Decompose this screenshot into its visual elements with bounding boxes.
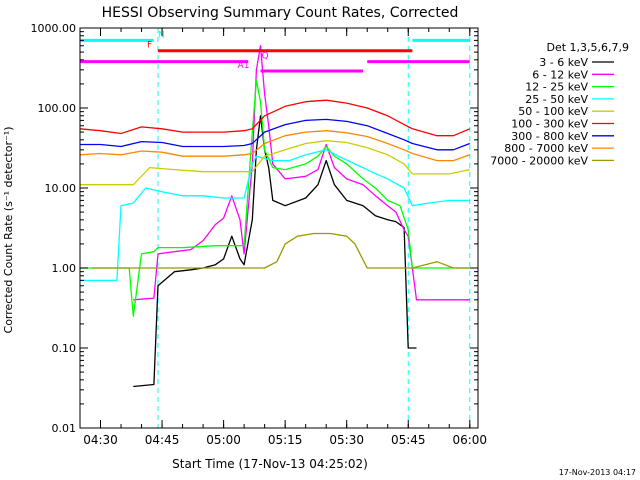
series-line-7 [80, 118, 471, 151]
flag-label-f: F [147, 41, 152, 51]
plot-frame [79, 27, 479, 429]
legend-label-3: 12 - 25 keV [525, 81, 588, 94]
legend-label-6: 100 - 300 keV [511, 118, 588, 131]
x-tick-label: 05:45 [391, 433, 426, 447]
x-axis-label: Start Time (17-Nov-13 04:25:02) [172, 457, 368, 471]
x-tick-label: 05:15 [268, 433, 303, 447]
legend-label-7: 300 - 800 keV [511, 130, 588, 143]
y-tick-label: 0.10 [52, 342, 77, 355]
x-tick-label: 06:00 [452, 433, 487, 447]
series-line-6 [79, 99, 471, 137]
legend-label-9: 7000 - 20000 keV [490, 154, 588, 167]
series-line-5 [80, 140, 470, 186]
x-tick-label: 05:30 [329, 433, 364, 447]
legend-label-4: 25 - 50 keV [525, 93, 588, 106]
chart-title: HESSI Observing Summary Count Rates, Cor… [102, 5, 459, 21]
series-line-9 [92, 232, 470, 269]
x-tick-label: 04:30 [83, 433, 118, 447]
legend-label-2: 6 - 12 keV [532, 68, 588, 81]
y-tick-label: 10.00 [45, 182, 77, 195]
flag-label-n: N [158, 30, 165, 40]
flag-label-q: Q [262, 52, 269, 62]
y-tick-label: 100.00 [38, 102, 77, 115]
y-tick-label: 1000.00 [31, 22, 77, 35]
legend-label-8: 800 - 7000 keV [504, 142, 588, 155]
legend-title: Det 1,3,5,6,7,9 [546, 41, 629, 54]
y-axis-label: Corrected Count Rate (s⁻¹ detector⁻¹) [2, 127, 15, 334]
y-tick-label: 1.00 [52, 262, 77, 275]
series-line-3 [80, 79, 470, 317]
series-line-2 [133, 45, 470, 301]
x-tick-label: 04:45 [145, 433, 180, 447]
flag-label-a1: A1 [238, 61, 250, 71]
y-tick-label: 0.01 [52, 422, 77, 435]
series-line-8 [79, 130, 471, 162]
series-line-4 [80, 149, 470, 282]
legend-label-5: 50 - 100 keV [518, 105, 588, 118]
x-tick-label: 05:00 [206, 433, 241, 447]
footer-timestamp: 17-Nov-2013 04:17 [559, 468, 636, 477]
legend-label-1: 3 - 6 keV [539, 56, 588, 69]
